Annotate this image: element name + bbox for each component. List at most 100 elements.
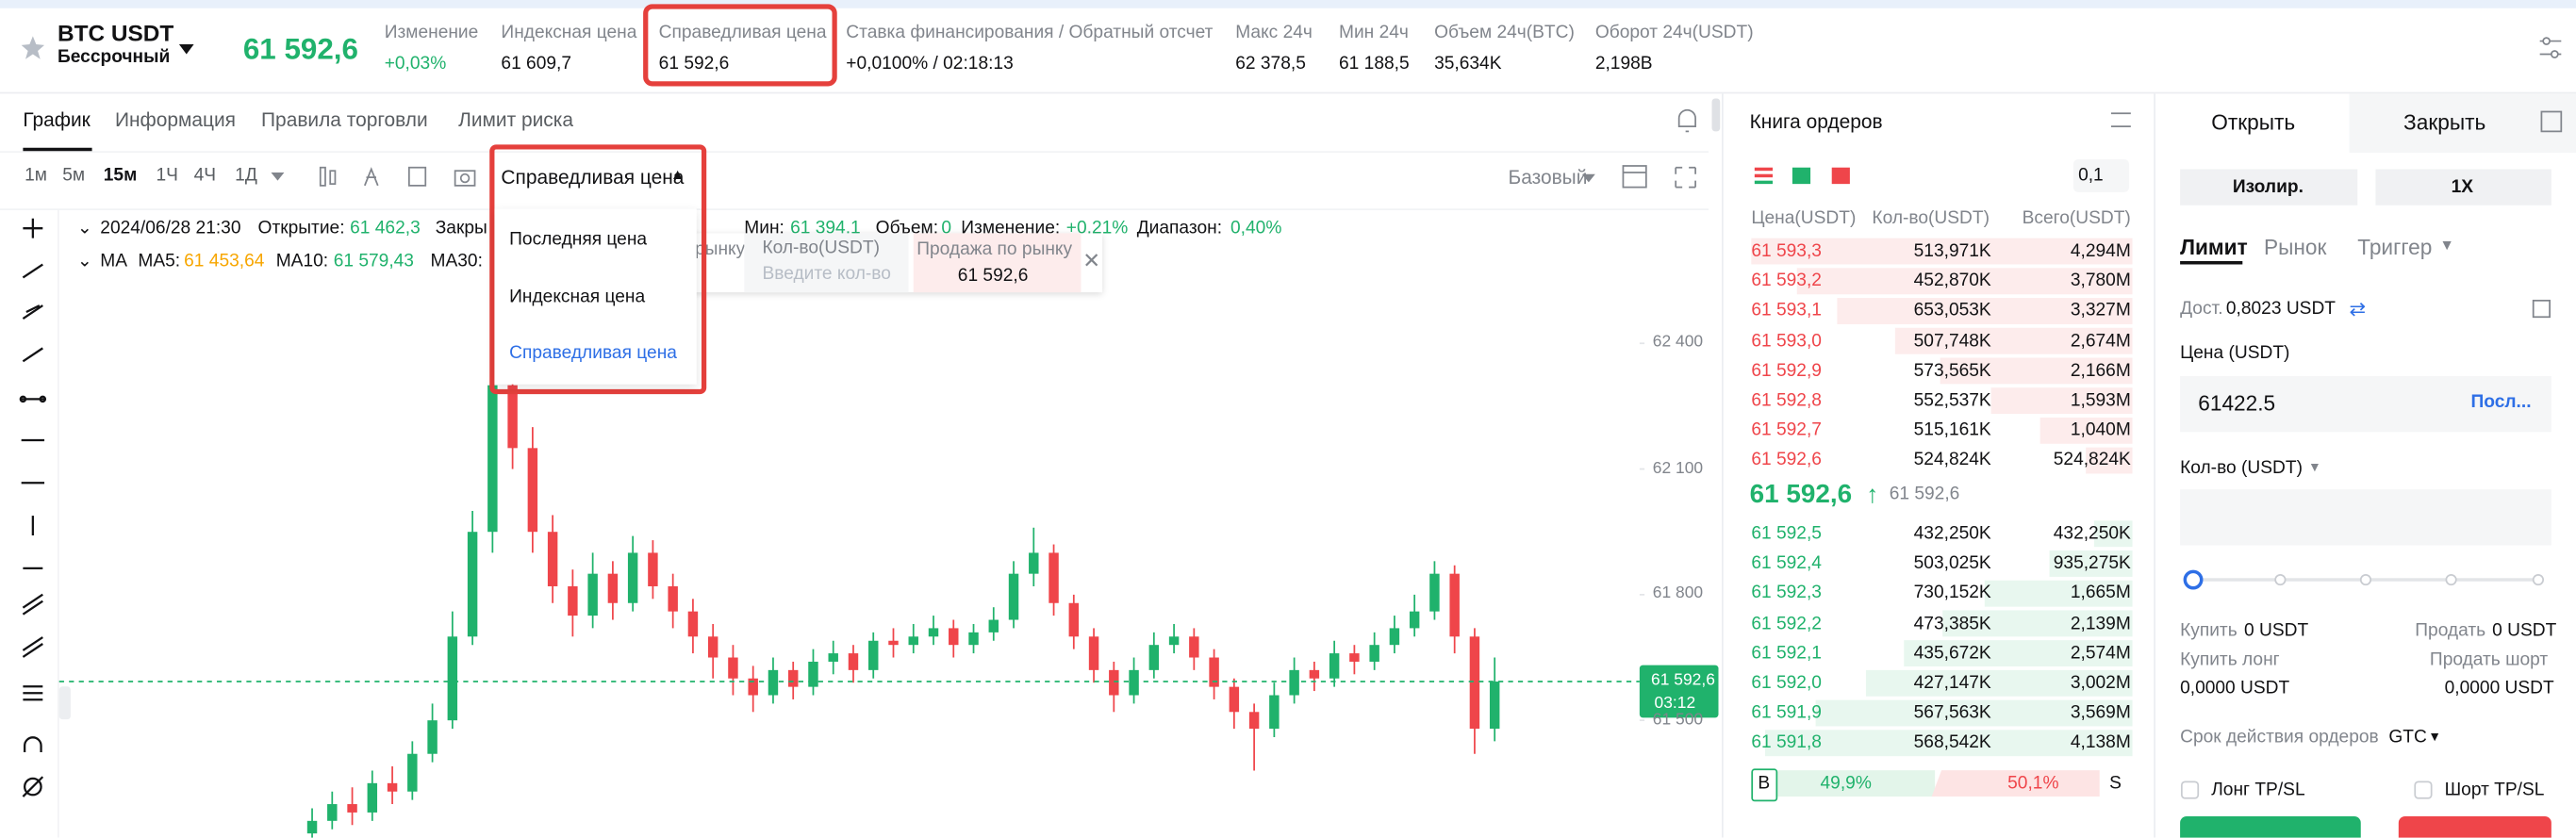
long-label: Купить лонг [2180,649,2280,670]
buy-ratio-bar [1777,770,1936,797]
close-icon[interactable]: ✕ [1082,248,1101,273]
tab[interactable]: График [23,107,91,132]
stat-label: Оборот 24ч(USDT) [1594,23,1754,43]
interval[interactable]: 5м [62,165,86,186]
book-price: 61 592,1 [1751,643,1822,664]
stat-label: Ставка финансирования / Обратный отсчет [846,23,1214,43]
book-total: 2,574M [2070,643,2131,664]
depth-bar [2093,520,2133,548]
short-tpsl[interactable]: Шорт TP/SL [2444,780,2545,800]
buy-button[interactable] [2180,815,2361,838]
market-partial[interactable]: рынку [695,239,746,260]
menu-item[interactable]: Индексная цена [509,287,646,307]
tab[interactable]: Информация [114,107,236,132]
book-qty: 524,824K [1913,451,1991,470]
sell-button[interactable] [2398,815,2551,838]
margin-button[interactable] [2180,169,2358,205]
book-title: Книга ордеров [1749,109,1883,134]
candle-body [306,820,318,834]
depth-bar [1984,580,2133,607]
book-total: 4,138M [2070,732,2131,753]
depth-bar [1942,610,2133,637]
stat-value: 62 378,5 [1235,54,1306,74]
candle-body [728,657,738,679]
depth-bar [1815,699,2133,727]
price-value[interactable]: 61422.5 [2198,390,2276,416]
candle-body [968,632,979,646]
price-input[interactable] [2180,375,2551,433]
type-tab[interactable]: Рынок [2263,235,2327,260]
book-qty: 513,971K [1913,241,1991,262]
star-icon[interactable] [21,36,45,59]
candle-body [327,804,338,821]
buy-value: 0 USDT [2244,620,2309,641]
interval[interactable]: 4Ч [193,165,217,186]
margin[interactable]: Изолир. [2232,177,2304,198]
y-tick-label: 62 400 [1652,333,1704,352]
book-price: 61 592,9 [1751,360,1822,381]
interval[interactable]: 1Ч [156,165,178,186]
book-total: 3,327M [2070,301,2131,321]
interval[interactable]: 1Д [235,165,257,186]
sell-market[interactable] [913,233,1082,293]
range-label: Диапазон: [1136,218,1223,238]
buy-tag-box [1751,768,1778,802]
collapse-caret[interactable]: ⌄ [76,251,92,271]
collapse-caret[interactable]: ⌄ [76,218,92,238]
leverage-button[interactable] [2375,169,2551,205]
price-label: Цена (USDT) [2180,343,2290,364]
open-label: Открытие: [257,218,345,238]
highlight-box [489,144,707,395]
book-qty: 473,385K [1913,613,1991,633]
sell-ratio-bar [1931,770,2100,797]
long-tpsl[interactable]: Лонг TP/SL [2211,780,2305,800]
bell-icon[interactable] [1677,108,1696,133]
interval[interactable]: 15м [103,165,138,186]
book-total: 2,139M [2070,613,2131,633]
tif[interactable]: GTC [2388,727,2427,748]
stat-value: 2,198B [1594,54,1653,74]
open-tab[interactable]: Открыть [2211,109,2296,135]
slider-knob[interactable] [2183,569,2204,590]
book-qty: 503,025K [1913,553,1991,574]
book-qty: 515,161K [1913,420,1991,441]
qty-placeholder[interactable]: Введите кол-во [762,264,891,285]
type-tab[interactable]: Триггер [2357,235,2433,260]
book-layout-icons[interactable] [1754,167,1850,185]
settings-icon[interactable] [2539,37,2562,58]
book-total: 4,294M [2070,241,2131,262]
candle-body [547,532,558,586]
menu-item[interactable]: Справедливая цена [509,343,677,364]
interval[interactable]: 1м [25,165,47,186]
candle-body [988,619,999,633]
symbol-dropdown[interactable] [178,44,194,55]
tool-icons[interactable] [319,165,1696,189]
available: 0,8023 USDT [2225,299,2337,320]
close-tab[interactable]: Закрыть [2403,109,2486,135]
candle-body [668,585,678,612]
menu-item[interactable]: Последняя цена [509,229,648,250]
price-type-selected[interactable]: Справедливая цена [501,165,685,189]
candle-body [467,532,478,637]
qty-input[interactable] [2180,489,2551,546]
sell-label: Продать [2415,620,2486,641]
candle-body [768,669,779,696]
candle-body [607,573,619,603]
tab[interactable]: Лимит риска [458,107,573,132]
view-mode[interactable]: Базовый [1508,165,1588,189]
transfer-icon[interactable]: ⇄ [2349,297,2367,320]
stat-label: Макс 24ч [1235,23,1313,43]
last-price-tag [1639,665,1719,718]
type-tab[interactable]: Лимит [2180,235,2248,260]
candle-body [908,636,918,646]
book-price: 61 592,4 [1751,553,1822,574]
symbol: BTC USDT [57,19,174,46]
precision[interactable]: 0,1 [2078,165,2104,186]
price-suffix[interactable]: Посл... [2470,392,2532,413]
drawing-tools[interactable] [19,218,47,797]
tab[interactable]: Правила торговли [261,107,428,132]
book-price: 61 592,3 [1751,583,1822,604]
qty-field[interactable] [744,233,909,293]
leverage[interactable]: 1X [2451,177,2474,198]
